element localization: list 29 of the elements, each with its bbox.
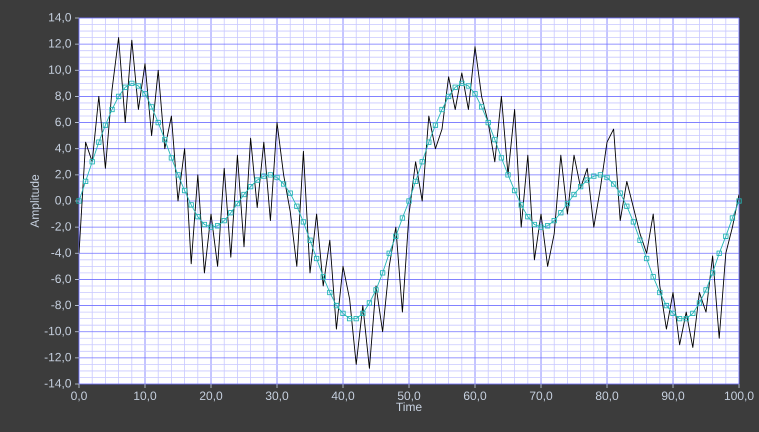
y-tick-label: -12,0 xyxy=(44,352,72,363)
y-tick-label: 2,0 xyxy=(55,170,72,180)
x-tick-label: 20,0 xyxy=(200,392,222,402)
x-tick-label: 80,0 xyxy=(596,392,618,402)
y-tick-label: -2,0 xyxy=(51,222,72,232)
y-tick-label: -4,0 xyxy=(51,248,72,258)
y-tick-label: -6,0 xyxy=(51,274,72,284)
y-axis-title: Amplitude xyxy=(30,174,42,228)
x-tick-label: 90,0 xyxy=(662,392,684,402)
x-tick-label: 10,0 xyxy=(134,392,156,402)
y-tick-label: 10,0 xyxy=(49,65,72,76)
x-tick-label: 30,0 xyxy=(266,392,288,402)
y-tick-label: 12,0 xyxy=(49,39,72,50)
y-tick-label: -14,0 xyxy=(44,379,72,389)
y-tick-label: 8,0 xyxy=(55,91,72,102)
line-series xyxy=(79,37,740,369)
x-tick-label: 70,0 xyxy=(530,392,552,402)
x-axis-title: Time xyxy=(396,402,422,412)
x-tick-label: 0,0 xyxy=(71,392,87,402)
y-tick-label: 0,0 xyxy=(55,196,72,206)
y-tick-label: 6,0 xyxy=(55,118,72,128)
x-tick-label: 60,0 xyxy=(464,392,486,402)
y-tick-label: 4,0 xyxy=(55,144,72,154)
y-tick-label: -10,0 xyxy=(44,326,72,337)
x-tick-label: 100,0 xyxy=(724,392,754,402)
y-tick-label: 14,0 xyxy=(49,13,72,23)
x-tick-label: 40,0 xyxy=(332,392,354,402)
x-tick-label: 50,0 xyxy=(398,392,420,402)
y-tick-label: -8,0 xyxy=(51,300,72,311)
